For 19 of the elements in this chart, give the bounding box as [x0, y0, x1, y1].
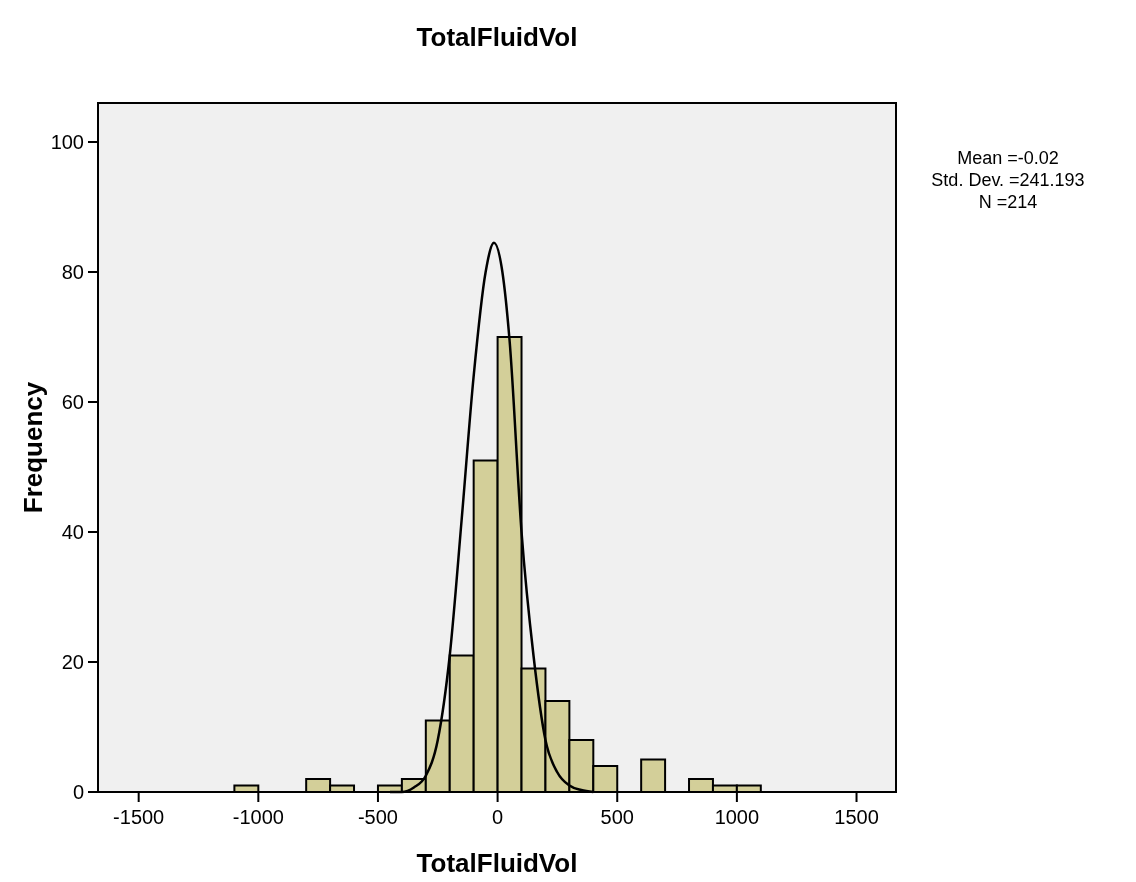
y-tick-label: 100: [50, 131, 84, 153]
x-tick-label: 1500: [834, 806, 879, 828]
y-tick-label: 80: [61, 261, 84, 283]
y-tick-label: 60: [61, 391, 84, 413]
x-tick-label: -1000: [232, 806, 284, 828]
y-axis-title: Frequency: [18, 381, 48, 514]
x-tick-label: -1500: [113, 806, 165, 828]
chart-title: TotalFluidVol: [416, 22, 578, 52]
text: N =214: [978, 192, 1038, 212]
y-tick-label: 40: [61, 521, 84, 543]
x-tick-label: -500: [357, 806, 398, 828]
y-tick-label: 0: [72, 781, 84, 803]
text: Std. Dev. =241.193: [931, 170, 1085, 190]
x-tick-label: 1000: [714, 806, 760, 828]
text: Mean =-0.02: [957, 148, 1059, 168]
y-tick-label: 20: [61, 651, 84, 673]
x-tick-label: 500: [600, 806, 634, 828]
x-axis-title: TotalFluidVol: [416, 848, 578, 878]
x-tick-label: 0: [492, 806, 504, 828]
